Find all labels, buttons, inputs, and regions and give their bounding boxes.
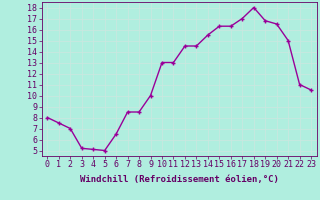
- X-axis label: Windchill (Refroidissement éolien,°C): Windchill (Refroidissement éolien,°C): [80, 175, 279, 184]
